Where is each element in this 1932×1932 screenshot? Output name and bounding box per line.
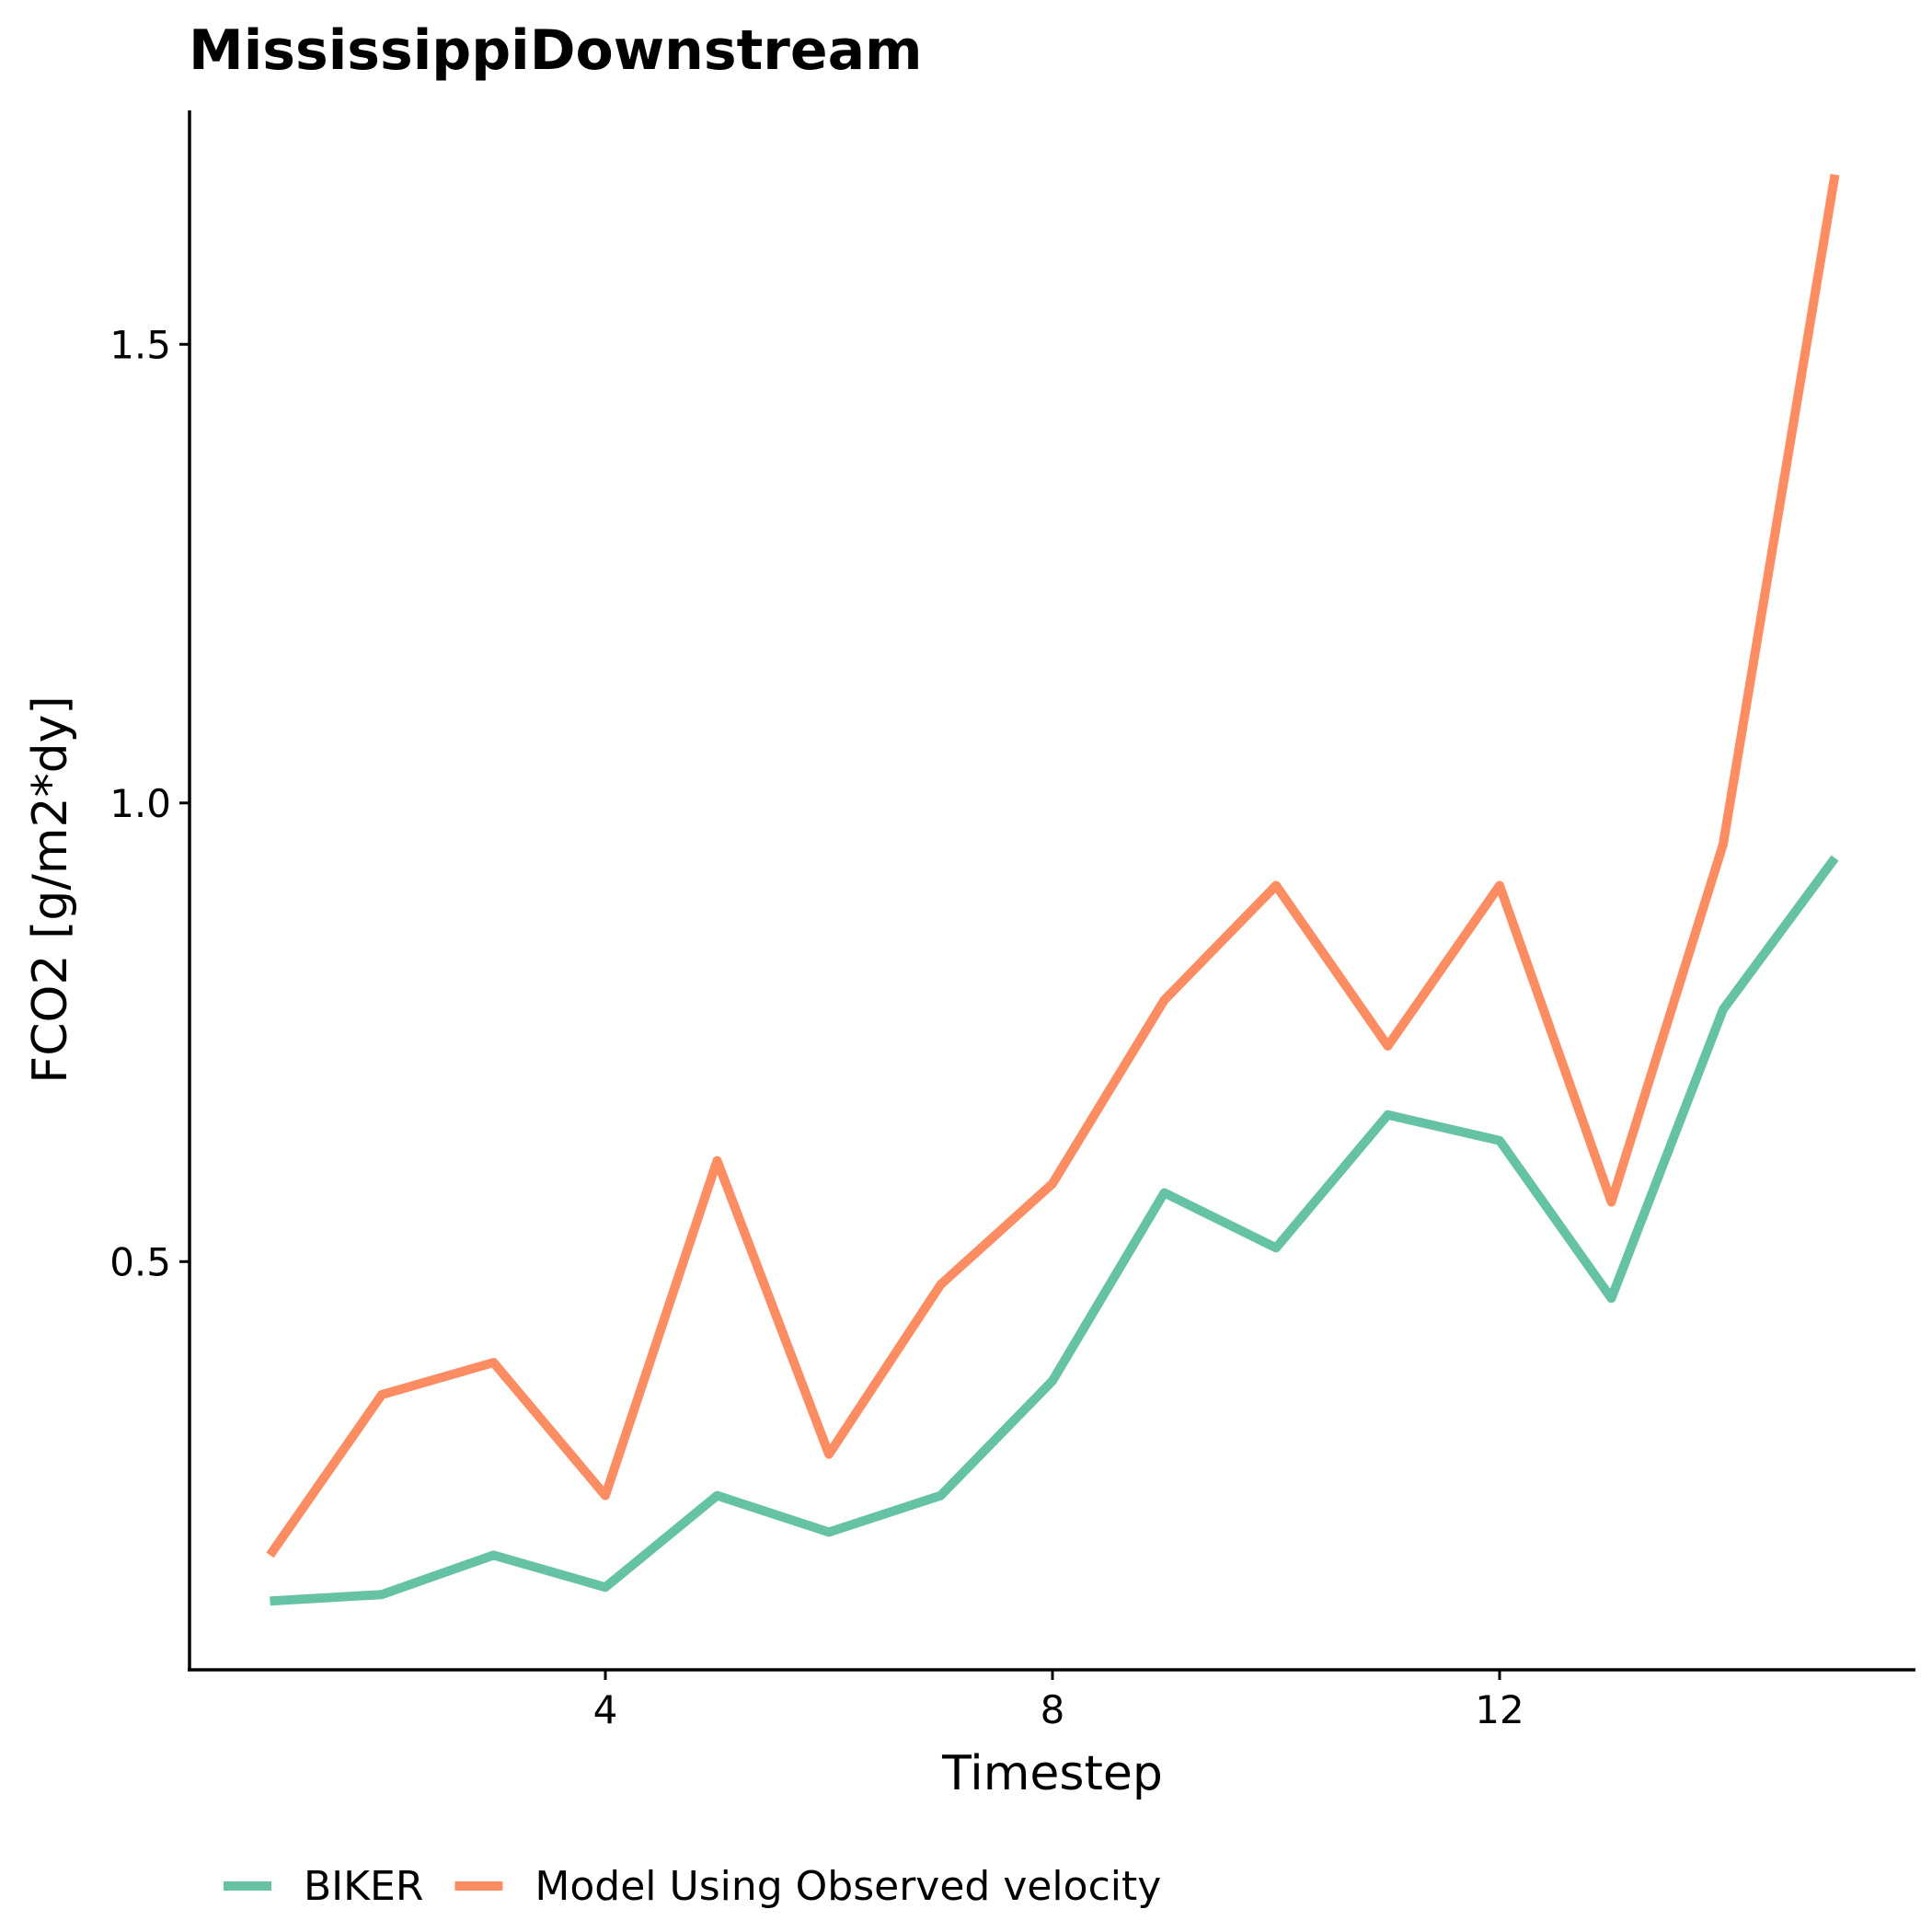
series-line-0 [270, 855, 1839, 1606]
y-tick-label: 0.5 [109, 1239, 171, 1284]
series-layer [266, 173, 1840, 1606]
x-ticks: 4 8 12 [593, 1670, 1524, 1732]
legend-label-1: Model Using Observed velocity [535, 1863, 1161, 1910]
x-axis-label: Timestep [941, 1746, 1163, 1801]
x-tick-label: 4 [593, 1687, 618, 1732]
series-line-1 [266, 173, 1840, 1558]
y-ticks: 0.5 1.0 1.5 [109, 322, 190, 1284]
x-tick-label: 12 [1475, 1687, 1524, 1732]
y-axis-label: FCO2 [g/m2*dy] [23, 696, 78, 1083]
y-tick-label: 1.0 [109, 781, 171, 826]
legend: BIKER Model Using Observed velocity [224, 1863, 1161, 1910]
chart-title: MississippiDownstream [189, 18, 923, 83]
x-tick-label: 8 [1041, 1687, 1065, 1732]
y-tick-label: 1.5 [109, 322, 171, 367]
legend-label-0: BIKER [304, 1863, 423, 1910]
